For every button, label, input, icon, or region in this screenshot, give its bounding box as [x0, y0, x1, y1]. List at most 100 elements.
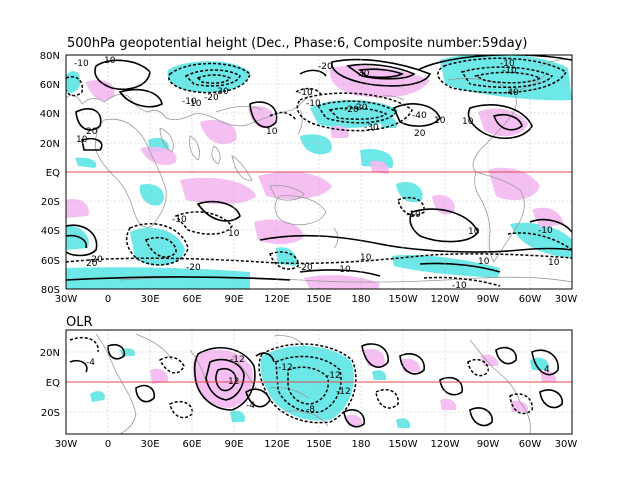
bottom-map-area: [69, 333, 563, 434]
contour-label: -20: [344, 105, 359, 115]
lon-tick-label: 30W: [55, 439, 78, 450]
contour-label: -12: [336, 387, 351, 397]
lon-tick-label: 30W: [555, 439, 578, 450]
lat-tick-label: 80S: [41, 285, 60, 296]
lon-tick-label: 150W: [389, 439, 418, 450]
lon-tick-label: 120W: [431, 439, 460, 450]
contour-label: 4: [544, 365, 550, 375]
lon-tick-label: 60W: [519, 439, 542, 450]
contour-label: -4: [246, 401, 255, 411]
bottom-lat-axis: 20N EQ 20S: [40, 348, 60, 419]
lon-tick-label: 60W: [519, 294, 542, 305]
contour-label: -10: [336, 265, 351, 275]
lon-tick-label: 30E: [140, 439, 159, 450]
contour-label: 10: [76, 135, 88, 145]
contour-label: -10: [306, 99, 321, 109]
lat-tick-label: EQ: [46, 378, 60, 389]
lon-tick-label: 0: [105, 439, 111, 450]
contour-label: -8: [306, 405, 315, 415]
contour-label: -10: [500, 59, 515, 69]
contour-label: -4: [86, 358, 95, 368]
contour-label: 10: [104, 56, 116, 66]
lon-tick-label: 120W: [431, 294, 460, 305]
contour-label: -20: [88, 255, 103, 265]
contour-label: 10: [434, 116, 446, 126]
contour-label: -10: [298, 88, 313, 98]
contour-label: 10: [468, 227, 480, 237]
top-lat-axis: 80N 60N 40N 20N EQ 20S 40S 60S 80S: [40, 51, 60, 296]
contour-label: 10: [548, 258, 560, 268]
lon-tick-label: 150E: [306, 439, 331, 450]
lat-tick-label: 20N: [40, 348, 60, 359]
lon-tick-label: 30W: [55, 294, 78, 305]
bottom-contour-labels: -4 -12 12 -12 -4 -8 -12 -12 4: [86, 355, 550, 415]
top-map-area: [66, 55, 572, 289]
lat-tick-label: 20N: [40, 139, 60, 150]
top-contours: [66, 55, 572, 287]
lat-tick-label: 40S: [41, 226, 60, 237]
contour-label: -10: [538, 226, 553, 236]
contour-label: -10: [182, 97, 197, 107]
lon-tick-label: 90W: [477, 294, 500, 305]
lon-tick-label: 180: [351, 439, 370, 450]
lon-tick-label: 120E: [264, 294, 289, 305]
contour-label: 20: [356, 103, 368, 113]
top-panel-title: 500hPa geopotential height (Dec., Phase:…: [67, 36, 527, 51]
contour-label: 12: [228, 377, 239, 387]
contour-label: 30: [358, 69, 370, 79]
lat-tick-label: 40N: [40, 109, 60, 120]
contour-label: -30: [364, 123, 379, 133]
contour-label: -30: [214, 87, 229, 97]
lon-tick-label: 90E: [224, 439, 243, 450]
top-lon-axis: 30W 0 30E 60E 90E 120E 150E 180 150W 120…: [55, 294, 578, 305]
contour-label: -40: [504, 88, 519, 98]
bottom-lon-axis: 30W 0 30E 60E 90E 120E 150E 180 150W 120…: [55, 439, 578, 450]
bottom-contours: [69, 336, 563, 428]
lon-tick-label: 90E: [224, 294, 243, 305]
lon-tick-label: 90W: [477, 439, 500, 450]
contour-label: -10: [172, 215, 187, 225]
contour-label: -20: [318, 62, 333, 72]
contour-label: 20: [86, 127, 98, 137]
lon-tick-label: 120E: [264, 439, 289, 450]
bottom-shading: [90, 345, 557, 428]
bottom-panel-title: OLR: [66, 315, 93, 330]
contour-label: 10: [462, 117, 474, 127]
lat-tick-label: EQ: [46, 168, 60, 179]
lat-tick-label: 60N: [40, 80, 60, 91]
contour-label: -10: [406, 210, 421, 220]
contour-label: -10: [502, 66, 517, 76]
contour-label: -20: [204, 93, 219, 103]
contour-label: -12: [278, 363, 293, 373]
bottom-frame: [65, 329, 573, 435]
contour-label: 20: [414, 129, 426, 139]
contour-label: 10: [266, 127, 278, 137]
contour-label: -20: [186, 263, 201, 273]
lon-tick-label: 30E: [140, 294, 159, 305]
lon-tick-label: 0: [105, 294, 111, 305]
top-contour-labels: 10 -10 10 -20 -30 -10 20 -20 30 -10 20 -…: [74, 56, 560, 291]
lon-tick-label: 60E: [182, 439, 201, 450]
top-frame: [65, 54, 573, 290]
contour-label: 10: [190, 99, 202, 109]
coastlines: [66, 58, 572, 283]
contour-label: 10: [360, 253, 372, 263]
contour-label: -12: [230, 355, 245, 365]
lat-tick-label: 20S: [41, 197, 60, 208]
contour-label: -10: [74, 59, 89, 69]
contour-label: -40: [412, 111, 427, 121]
contour-label: 10: [478, 257, 490, 267]
contour-label: -10: [452, 281, 467, 291]
lon-tick-label: 150E: [306, 294, 331, 305]
lat-tick-label: 20S: [41, 408, 60, 419]
contour-label: 10: [228, 229, 240, 239]
lon-tick-label: 30W: [555, 294, 578, 305]
lon-tick-label: 60E: [182, 294, 201, 305]
contour-label: -20: [298, 263, 313, 273]
lat-tick-label: 80N: [40, 51, 60, 62]
contour-label: -12: [326, 371, 341, 381]
lon-tick-label: 150W: [389, 294, 418, 305]
lat-tick-label: 60S: [41, 256, 60, 267]
